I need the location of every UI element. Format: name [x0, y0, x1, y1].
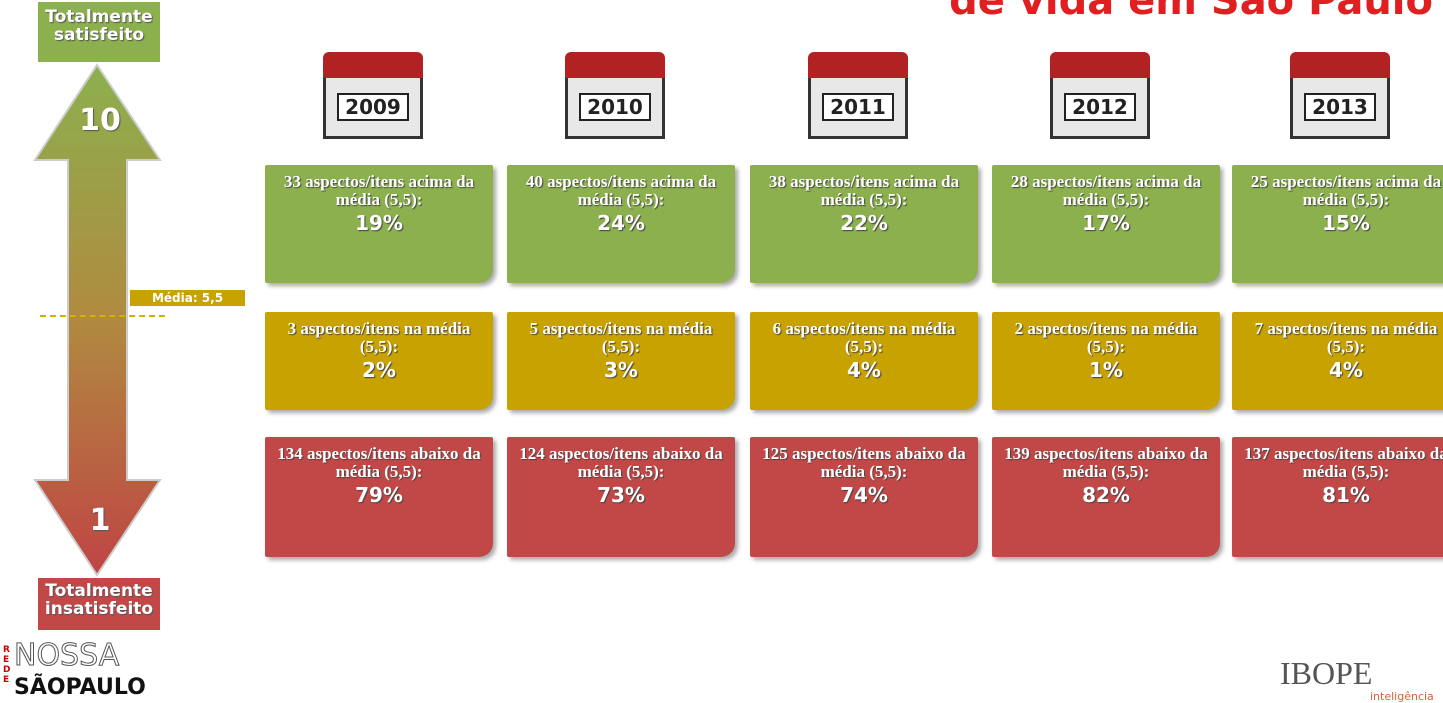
scale-arrow: [33, 63, 162, 577]
title: de vida em São Paulo: [949, 0, 1433, 24]
calendar-body: 2010: [565, 78, 665, 139]
stat-percent: 2%: [362, 358, 396, 382]
stat-box: 6 aspectos/itens na média (5,5): 4%: [750, 312, 978, 410]
stat-box: 139 aspectos/itens abaixo da média (5,5)…: [992, 437, 1220, 557]
top-value: 10: [79, 103, 121, 138]
stat-box: 125 aspectos/itens abaixo da média (5,5)…: [750, 437, 978, 557]
year: 2012: [1064, 93, 1136, 121]
logo-nossa: NOSSA: [13, 638, 120, 673]
calendar-top: [323, 52, 423, 78]
stat-box: 124 aspectos/itens abaixo da média (5,5)…: [507, 437, 735, 557]
calendar-top: [1050, 52, 1150, 78]
stat-box: 25 aspectos/itens acima da média (5,5): 1…: [1232, 165, 1443, 283]
stat-box: 7 aspectos/itens na média (5,5): 4%: [1232, 312, 1443, 410]
calendar-icon: 2012: [1050, 52, 1150, 147]
stat-percent: 81%: [1322, 483, 1370, 507]
year: 2009: [337, 93, 409, 121]
calendar-body: 2012: [1050, 78, 1150, 139]
mean-line: [40, 315, 165, 317]
stat-percent: 79%: [355, 483, 403, 507]
stat-percent: 74%: [840, 483, 888, 507]
calendar-icon: 2011: [808, 52, 908, 147]
stat-percent: 73%: [597, 483, 645, 507]
calendar-body: 2013: [1290, 78, 1390, 139]
stat-text: 137 aspectos/itens abaixo da média (5,5)…: [1244, 444, 1443, 481]
bottom-value: 1: [89, 503, 111, 538]
stat-percent: 3%: [604, 358, 638, 382]
year: 2011: [822, 93, 894, 121]
stat-text: 124 aspectos/itens abaixo da média (5,5)…: [519, 444, 723, 481]
stat-percent: 24%: [597, 211, 645, 235]
top-label: Totalmente satisfeito: [38, 2, 160, 62]
stat-percent: 82%: [1082, 483, 1130, 507]
calendar-icon: 2013: [1290, 52, 1390, 147]
stat-text: 38 aspectos/itens acima da média (5,5):: [768, 172, 960, 209]
stat-text: 28 aspectos/itens acima da média (5,5):: [1010, 172, 1202, 209]
stat-box: 3 aspectos/itens na média (5,5): 2%: [265, 312, 493, 410]
stat-percent: 4%: [847, 358, 881, 382]
calendar-icon: 2010: [565, 52, 665, 147]
stat-text: 33 aspectos/itens acima da média (5,5):: [283, 172, 475, 209]
stat-text: 134 aspectos/itens abaixo da média (5,5)…: [277, 444, 481, 481]
calendar-body: 2009: [323, 78, 423, 139]
logo-rede: REDE: [3, 645, 11, 685]
stat-box: 28 aspectos/itens acima da média (5,5): 1…: [992, 165, 1220, 283]
stat-text: 7 aspectos/itens na média (5,5):: [1254, 319, 1438, 356]
calendar-top: [1290, 52, 1390, 78]
bottom-label: Totalmente insatisfeito: [38, 578, 160, 630]
logo-ibope-sub: inteligência: [1370, 690, 1434, 703]
stat-box: 33 aspectos/itens acima da média (5,5): 1…: [265, 165, 493, 283]
stat-box: 38 aspectos/itens acima da média (5,5): 2…: [750, 165, 978, 283]
stat-percent: 1%: [1089, 358, 1123, 382]
stat-text: 125 aspectos/itens abaixo da média (5,5)…: [762, 444, 966, 481]
calendar-icon: 2009: [323, 52, 423, 147]
logo-ibope: IBOPE: [1280, 655, 1373, 691]
logo-saopaulo: SÃOPAULO: [14, 675, 146, 700]
stat-text: 139 aspectos/itens abaixo da média (5,5)…: [1004, 444, 1208, 481]
stat-percent: 17%: [1082, 211, 1130, 235]
stat-text: 25 aspectos/itens acima da média (5,5):: [1250, 172, 1442, 209]
stat-box: 5 aspectos/itens na média (5,5): 3%: [507, 312, 735, 410]
mean-label: Média: 5,5: [130, 290, 245, 306]
stat-percent: 4%: [1329, 358, 1363, 382]
stat-text: 40 aspectos/itens acima da média (5,5):: [525, 172, 717, 209]
year: 2010: [579, 93, 651, 121]
stat-text: 6 aspectos/itens na média (5,5):: [772, 319, 956, 356]
stat-percent: 15%: [1322, 211, 1370, 235]
stat-box: 134 aspectos/itens abaixo da média (5,5)…: [265, 437, 493, 557]
calendar-body: 2011: [808, 78, 908, 139]
stat-text: 5 aspectos/itens na média (5,5):: [529, 319, 713, 356]
calendar-top: [808, 52, 908, 78]
stat-percent: 19%: [355, 211, 403, 235]
year: 2013: [1304, 93, 1376, 121]
stat-box: 2 aspectos/itens na média (5,5): 1%: [992, 312, 1220, 410]
stat-box: 137 aspectos/itens abaixo da média (5,5)…: [1232, 437, 1443, 557]
stat-box: 40 aspectos/itens acima da média (5,5): 2…: [507, 165, 735, 283]
stat-text: 3 aspectos/itens na média (5,5):: [287, 319, 471, 356]
calendar-top: [565, 52, 665, 78]
stat-text: 2 aspectos/itens na média (5,5):: [1014, 319, 1198, 356]
stat-percent: 22%: [840, 211, 888, 235]
